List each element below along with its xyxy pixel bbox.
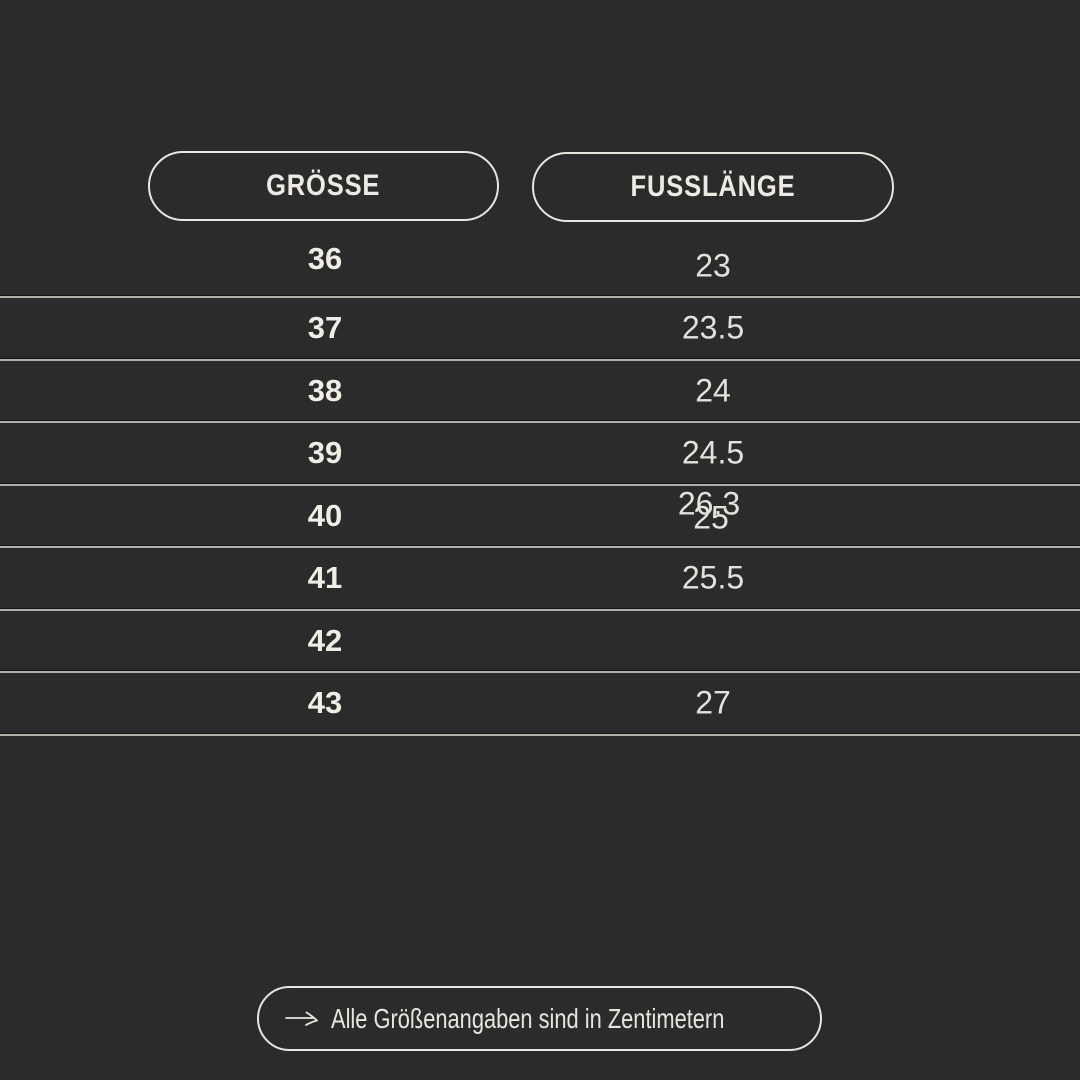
size-value: 41 <box>307 560 343 596</box>
size-value: 37 <box>307 310 343 346</box>
footlength-value-overlapping: 26.3 <box>677 485 741 522</box>
footlength-value: 27 <box>695 684 731 721</box>
long-right-arrow-icon <box>285 1011 318 1026</box>
footlength-value: 23 <box>695 247 731 284</box>
table-row: 37 23.5 <box>0 298 1080 361</box>
footlength-value: 23.5 <box>681 309 745 346</box>
column-header-fusslaenge: FUSSLÄNGE <box>532 152 894 222</box>
size-value: 38 <box>307 372 343 408</box>
footnote-text: Alle Größenangaben sind in Zentimetern <box>331 1002 725 1034</box>
footlength-value: 25 <box>693 499 729 536</box>
table-row: 43 27 <box>0 673 1080 736</box>
table-row: 41 25.5 <box>0 548 1080 611</box>
table-row: 36 23 <box>0 222 1080 298</box>
size-value: 39 <box>307 435 343 471</box>
column-header-fusslaenge-label: FUSSLÄNGE <box>630 170 796 203</box>
column-header-groesse: GRÖSSE <box>148 151 499 221</box>
size-value: 36 <box>307 241 343 276</box>
footlength-value: 25.5 <box>681 559 745 596</box>
size-value: 43 <box>307 685 343 721</box>
table-row: 42 <box>0 611 1080 673</box>
footlength-value: 24 <box>695 372 731 409</box>
column-header-groesse-label: GRÖSSE <box>266 169 381 202</box>
table-row: 40 26.3 25 <box>0 485 1080 548</box>
size-value: 40 <box>307 497 343 533</box>
footlength-value: 24.5 <box>681 434 745 471</box>
table-row: 38 24 <box>0 361 1080 423</box>
size-table: 36 23 37 23.5 38 24 39 24.5 40 26.3 25 4… <box>0 222 1080 736</box>
size-value: 42 <box>307 622 343 658</box>
table-row: 39 24.5 <box>0 423 1080 486</box>
footnote-pill: Alle Größenangaben sind in Zentimetern <box>257 986 822 1051</box>
